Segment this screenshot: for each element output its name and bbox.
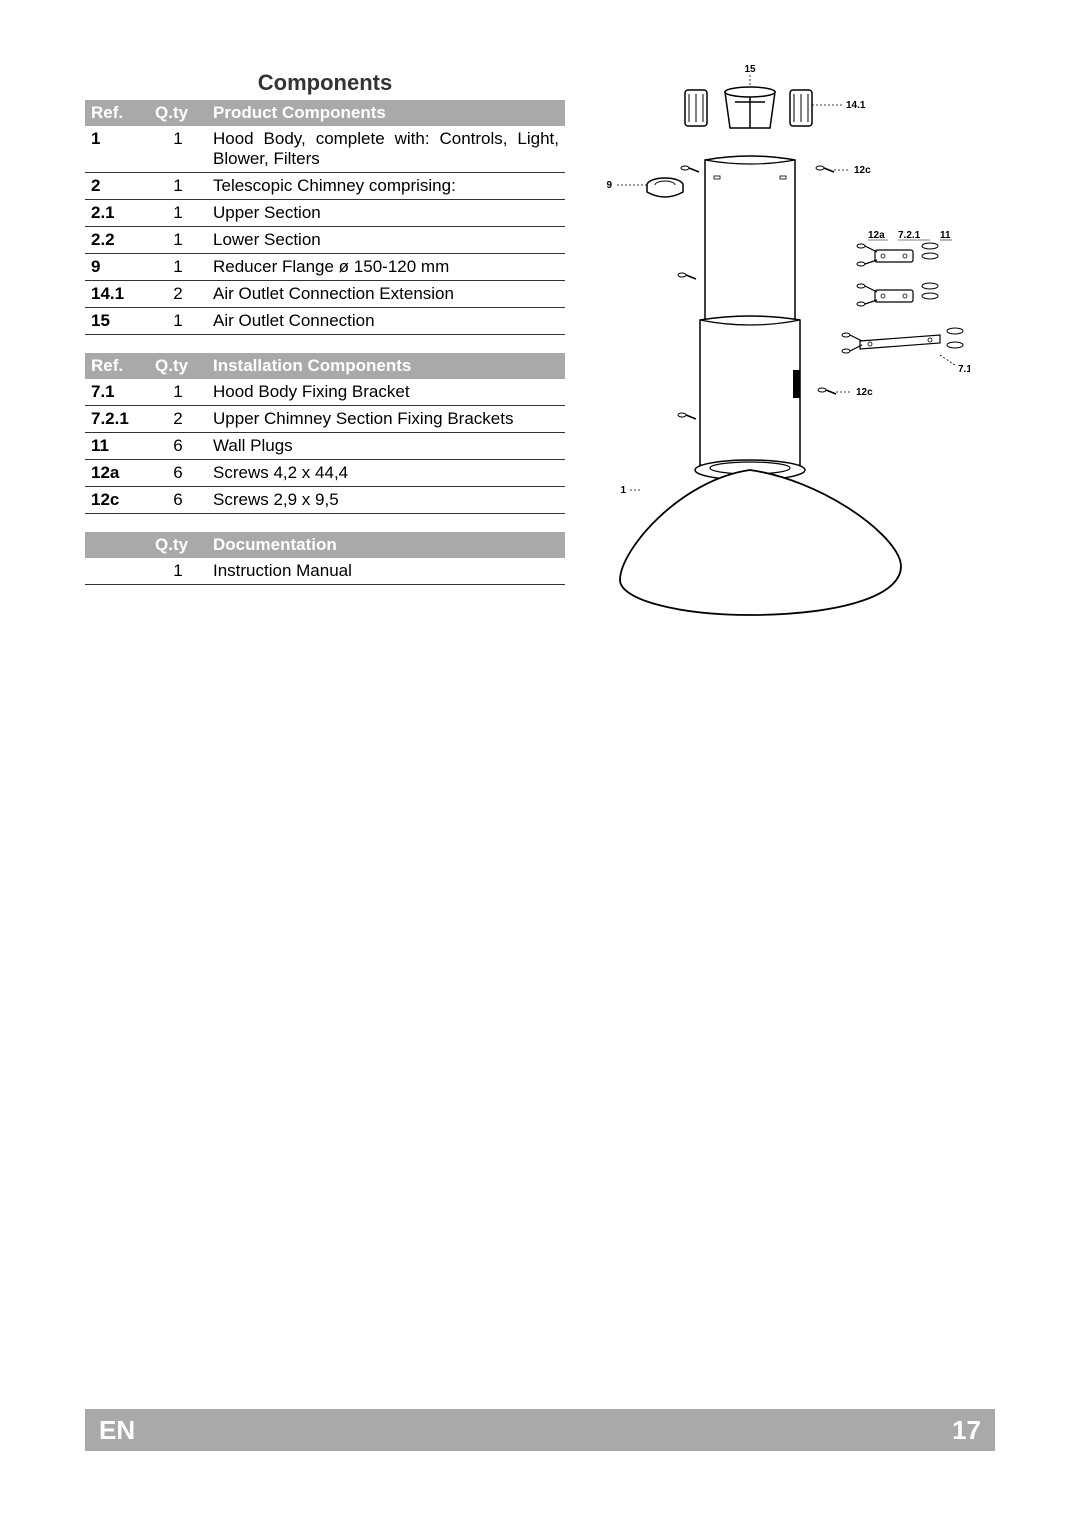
cell-ref: 1: [85, 126, 149, 173]
product-components-table: Ref. Q.ty Product Components 1 1 Hood Bo…: [85, 100, 565, 335]
screw-icon: [816, 166, 834, 172]
col-ref: Ref.: [85, 353, 149, 379]
cell-ref-blank: [85, 558, 149, 585]
table-row: 1 1 Hood Body, complete with: Controls, …: [85, 126, 565, 173]
col-qty: Q.ty: [149, 353, 207, 379]
cell-desc: Upper Chimney Section Fixing Brackets: [207, 406, 565, 433]
cell-qty: 1: [149, 254, 207, 281]
cell-ref: 11: [85, 433, 149, 460]
table-row: 12a 6 Screws 4,2 x 44,4: [85, 460, 565, 487]
cell-desc: Screws 4,2 x 44,4: [207, 460, 565, 487]
cell-qty: 1: [149, 200, 207, 227]
cell-desc: Air Outlet Connection: [207, 308, 565, 335]
flange-icon: [647, 178, 683, 197]
cell-qty: 1: [149, 379, 207, 406]
col-ref: Ref.: [85, 100, 149, 126]
cell-desc: Hood Body, complete with: Controls, Ligh…: [207, 126, 565, 173]
bracket-long-icon: [842, 328, 963, 353]
label-12c-mid: 12c: [856, 387, 873, 398]
col-desc: Product Components: [207, 100, 565, 126]
cell-desc: Wall Plugs: [207, 433, 565, 460]
label-7-1: 7.1: [958, 364, 970, 375]
cell-ref: 12a: [85, 460, 149, 487]
screw-icon: [681, 166, 699, 172]
installation-components-table: Ref. Q.ty Installation Components 7.1 1 …: [85, 353, 565, 514]
cell-qty: 1: [149, 173, 207, 200]
cell-ref: 2.1: [85, 200, 149, 227]
cell-ref: 7.1: [85, 379, 149, 406]
label-1: 1: [620, 485, 626, 496]
screw-icon: [678, 273, 696, 279]
cell-qty: 6: [149, 433, 207, 460]
documentation-table: Q.ty Documentation 1 Instruction Manual: [85, 532, 565, 585]
table-rows: 1 1 Hood Body, complete with: Controls, …: [85, 126, 565, 335]
page-number: 17: [952, 1415, 981, 1446]
table-row: 9 1 Reducer Flange ø 150-120 mm: [85, 254, 565, 281]
table-row: 2.1 1 Upper Section: [85, 200, 565, 227]
col-qty: Q.ty: [149, 100, 207, 126]
language-code: EN: [99, 1415, 135, 1446]
label-11: 11: [940, 230, 951, 241]
table-row: 14.1 2 Air Outlet Connection Extension: [85, 281, 565, 308]
cell-qty: 2: [149, 406, 207, 433]
diagram-column: 15 14.1: [590, 70, 995, 585]
label-15: 15: [744, 64, 756, 75]
cell-qty: 2: [149, 281, 207, 308]
tables-column: Components Ref. Q.ty Product Components …: [85, 70, 565, 585]
col-desc: Installation Components: [207, 353, 565, 379]
page: Components Ref. Q.ty Product Components …: [0, 0, 1080, 1529]
col-qty: Q.ty: [149, 532, 207, 558]
cell-qty: 1: [149, 558, 207, 585]
table-row: 1 Instruction Manual: [85, 558, 565, 585]
page-footer: EN 17: [85, 1409, 995, 1451]
bracket-icon: [857, 243, 938, 266]
cell-qty: 1: [149, 308, 207, 335]
cell-qty: 1: [149, 126, 207, 173]
spacer: [85, 514, 565, 532]
table-row: 2 1 Telescopic Chimney comprising:: [85, 173, 565, 200]
cell-desc: Screws 2,9 x 9,5: [207, 487, 565, 514]
cell-desc: Upper Section: [207, 200, 565, 227]
cell-qty: 6: [149, 487, 207, 514]
cell-desc: Hood Body Fixing Bracket: [207, 379, 565, 406]
cell-desc: Air Outlet Connection Extension: [207, 281, 565, 308]
cell-ref: 7.2.1: [85, 406, 149, 433]
cell-ref: 2.2: [85, 227, 149, 254]
spacer: [85, 335, 565, 353]
screw-icon: [818, 388, 836, 394]
cell-qty: 1: [149, 227, 207, 254]
label-7-2-1: 7.2.1: [898, 230, 921, 241]
col-desc: Documentation: [207, 532, 565, 558]
page-title: Components: [85, 70, 565, 96]
content-area: Components Ref. Q.ty Product Components …: [85, 70, 995, 585]
cell-ref: 12c: [85, 487, 149, 514]
table-row: 15 1 Air Outlet Connection: [85, 308, 565, 335]
cell-ref: 9: [85, 254, 149, 281]
table-row: 11 6 Wall Plugs: [85, 433, 565, 460]
bracket-icon: [857, 283, 938, 306]
table-row: 7.1 1 Hood Body Fixing Bracket: [85, 379, 565, 406]
table-row: 2.2 1 Lower Section: [85, 227, 565, 254]
screw-icon: [678, 413, 696, 419]
cell-desc: Telescopic Chimney comprising:: [207, 173, 565, 200]
label-14-1: 14.1: [846, 100, 866, 111]
table-row: 7.2.1 2 Upper Chimney Section Fixing Bra…: [85, 406, 565, 433]
exploded-diagram: 15 14.1: [590, 60, 970, 620]
cell-ref: 2: [85, 173, 149, 200]
cell-ref: 14.1: [85, 281, 149, 308]
col-ref-blank: [85, 532, 149, 558]
table-row: 12c 6 Screws 2,9 x 9,5: [85, 487, 565, 514]
label-12c-top: 12c: [854, 165, 871, 176]
cell-qty: 6: [149, 460, 207, 487]
cell-desc: Lower Section: [207, 227, 565, 254]
label-9: 9: [606, 180, 612, 191]
label-12a: 12a: [868, 230, 885, 241]
cell-desc: Reducer Flange ø 150-120 mm: [207, 254, 565, 281]
cell-desc: Instruction Manual: [207, 558, 565, 585]
cell-ref: 15: [85, 308, 149, 335]
